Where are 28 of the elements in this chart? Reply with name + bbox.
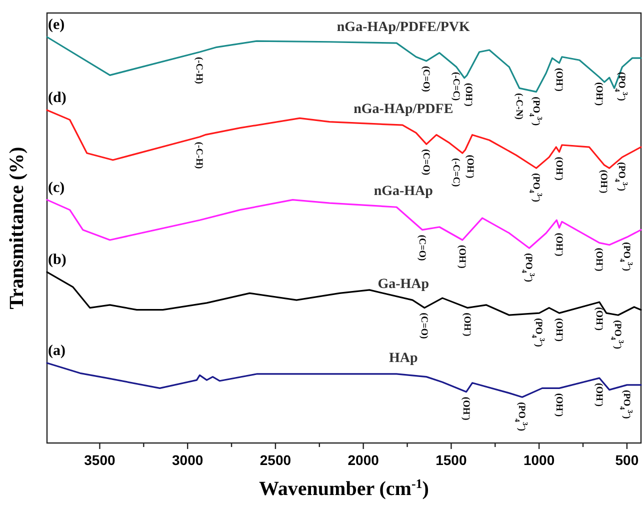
annotation: (e): [48, 17, 65, 33]
series-label: nGa-HAp: [374, 184, 434, 200]
annotation: (C=O): [418, 312, 428, 339]
annotation: (-C=C): [450, 72, 460, 101]
x-tick-label: 1000: [523, 452, 555, 468]
x-tick-label: 2000: [348, 452, 380, 468]
annotation: (C=O): [420, 66, 430, 92]
annotation: (-C=C): [450, 158, 460, 187]
series-label: nGa-HAp/PDFE/PVK: [336, 20, 470, 36]
y-axis-title: Transmittance (%): [6, 146, 28, 310]
x-axis-title: Wavenumber (cm$^{-1}$): [259, 476, 429, 500]
x-tick-label: 1500: [436, 452, 467, 468]
x-tick-label: 500: [615, 452, 639, 468]
annotation: (C=O): [420, 149, 430, 176]
annotation: (d): [48, 90, 66, 106]
x-tick-label: 3500: [84, 452, 116, 468]
series-label: Ga-HAp: [378, 277, 430, 292]
series-label: nGa-HAp/PDFE: [354, 102, 454, 118]
annotation: (C=O): [416, 234, 426, 261]
annotation: (-C-H): [194, 142, 204, 169]
x-tick-label: 3000: [172, 452, 204, 468]
annotation: (a): [48, 343, 66, 360]
annotation: (b): [48, 252, 66, 268]
annotation: (c): [48, 180, 65, 196]
series-label: HAp: [389, 350, 418, 366]
annotation: (-C-H): [194, 57, 204, 84]
x-tick-label: 2500: [260, 452, 292, 468]
annotation: (-C-N): [513, 93, 524, 120]
